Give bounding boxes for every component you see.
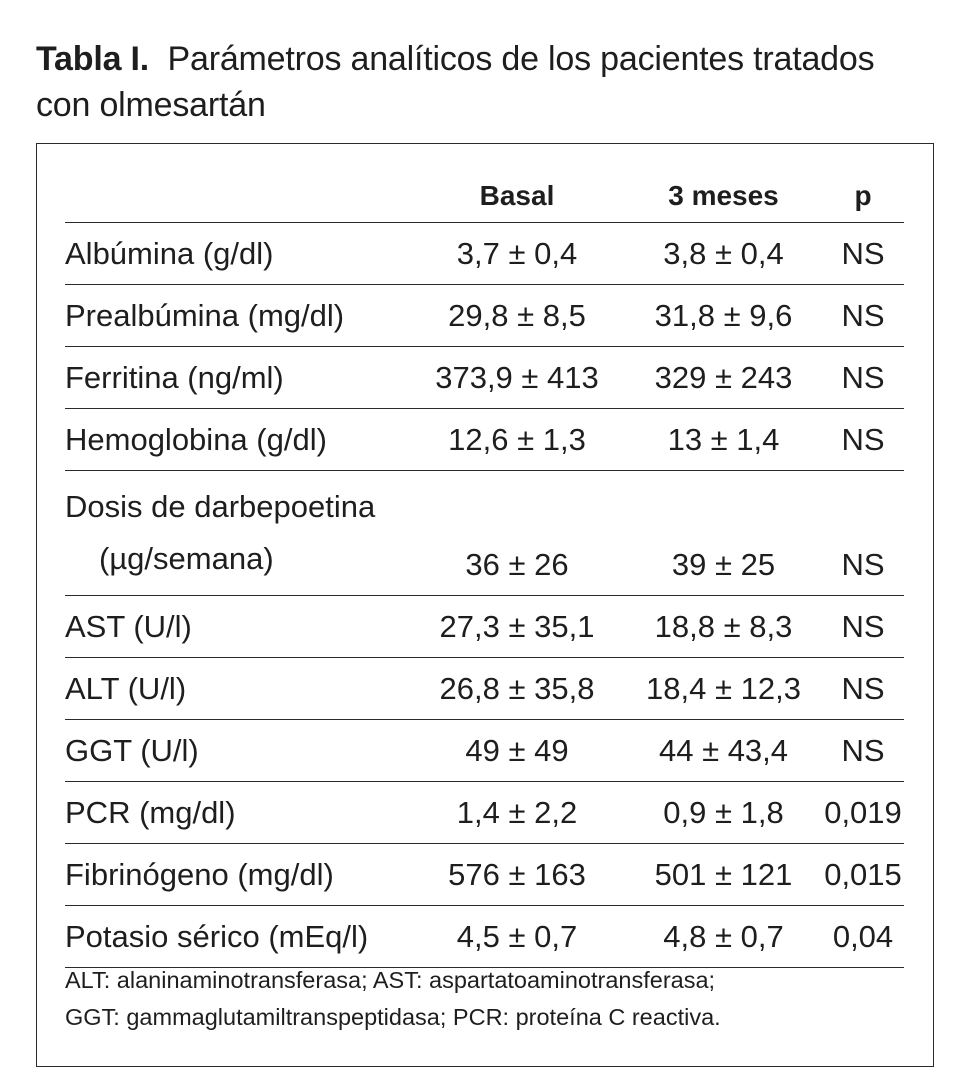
cell-parameter: Hemoglobina (g/dl): [65, 408, 409, 471]
table-title: Tabla I. Parámetros analíticos de los pa…: [36, 36, 936, 128]
parameter-name: Albúmina (g/dl): [65, 235, 274, 271]
cell-3-meses: 4,8 ± 0,7: [625, 905, 822, 968]
footnote-line-1: ALT: alaninaminotransferasa; AST: aspart…: [65, 967, 716, 993]
cell-p-value: NS: [822, 657, 904, 720]
cell-3-meses: 0,9 ± 1,8: [625, 781, 822, 844]
cell-basal: 29,8 ± 8,5: [409, 284, 625, 347]
cell-3-meses: 329 ± 243: [625, 346, 822, 409]
header-row: Basal 3 meses p: [65, 170, 904, 223]
cell-p-value: NS: [822, 719, 904, 782]
table-row: ALT (U/l) 26,8 ± 35,8 18,4 ± 12,3 NS: [65, 657, 904, 720]
cell-basal: 373,9 ± 413: [409, 346, 625, 409]
cell-basal: 4,5 ± 0,7: [409, 905, 625, 968]
cell-3-meses: 3,8 ± 0,4: [625, 222, 822, 285]
table-row: Prealbúmina (mg/dl) 29,8 ± 8,5 31,8 ± 9,6 N…: [65, 284, 904, 347]
table-row: Fibrinógeno (mg/dl) 576 ± 163 501 ± 121 0,0…: [65, 843, 904, 906]
cell-basal: 1,4 ± 2,2: [409, 781, 625, 844]
cell-parameter: Prealbúmina (mg/dl): [65, 284, 409, 347]
table-row: Potasio sérico (mEq/l) 4,5 ± 0,7 4,8 ± 0,7…: [65, 905, 904, 968]
cell-parameter: AST (U/l): [65, 595, 409, 658]
parameter-name: Ferritina (ng/ml): [65, 359, 284, 395]
footnote-line-2: GGT: gammaglutamiltranspeptidasa; PCR: p…: [65, 1004, 721, 1030]
header-p: p: [822, 170, 904, 223]
cell-p-value: 0,019: [822, 781, 904, 844]
parameter-name: Hemoglobina (g/dl): [65, 421, 327, 457]
cell-p-value: NS: [822, 408, 904, 471]
cell-parameter: Potasio sérico (mEq/l): [65, 905, 409, 968]
cell-3-meses: 18,4 ± 12,3: [625, 657, 822, 720]
cell-p-value: 0,04: [822, 905, 904, 968]
header-3-meses: 3 meses: [625, 170, 822, 223]
parameter-name: Prealbúmina (mg/dl): [65, 297, 345, 333]
cell-p-value: 0,015: [822, 843, 904, 906]
cell-parameter: Ferritina (ng/ml): [65, 346, 409, 409]
parameter-name: Fibrinógeno (mg/dl): [65, 856, 334, 892]
cell-3-meses: 44 ± 43,4: [625, 719, 822, 782]
cell-parameter: Fibrinógeno (mg/dl): [65, 843, 409, 906]
table-row: AST (U/l) 27,3 ± 35,1 18,8 ± 8,3 NS: [65, 595, 904, 658]
table-row: Albúmina (g/dl) 3,7 ± 0,4 3,8 ± 0,4 NS: [65, 222, 904, 285]
cell-parameter: GGT (U/l): [65, 719, 409, 782]
cell-parameter: Albúmina (g/dl): [65, 222, 409, 285]
cell-3-meses: 18,8 ± 8,3: [625, 595, 822, 658]
parameter-unit: (µg/semana): [99, 541, 274, 576]
cell-3-meses: 501 ± 121: [625, 843, 822, 906]
cell-basal: 36 ± 26: [409, 470, 625, 596]
parameter-name: Potasio sérico (mEq/l): [65, 918, 369, 954]
header-parameter: [65, 170, 409, 223]
cell-basal: 27,3 ± 35,1: [409, 595, 625, 658]
table-row: PCR (mg/dl) 1,4 ± 2,2 0,9 ± 1,8 0,019: [65, 781, 904, 844]
parameters-table: Basal 3 meses p Albúmina (g/dl) 3,7 ± 0,4…: [65, 170, 904, 968]
cell-p-value: NS: [822, 222, 904, 285]
cell-p-value: NS: [822, 595, 904, 658]
cell-basal: 576 ± 163: [409, 843, 625, 906]
table-title-text: Parámetros analíticos de los pacientes t…: [36, 40, 875, 124]
cell-3-meses: 13 ± 1,4: [625, 408, 822, 471]
table-row: Hemoglobina (g/dl) 12,6 ± 1,3 13 ± 1,4 NS: [65, 408, 904, 471]
cell-p-value: NS: [822, 284, 904, 347]
cell-parameter: PCR (mg/dl): [65, 781, 409, 844]
cell-parameter: ALT (U/l): [65, 657, 409, 720]
parameter-name: Dosis de darbepoetina: [65, 489, 376, 524]
parameter-name: GGT (U/l): [65, 732, 199, 768]
header-basal: Basal: [409, 170, 625, 223]
footnote: ALT: alaninaminotransferasa; AST: aspart…: [65, 962, 915, 1036]
parameter-name: PCR (mg/dl): [65, 794, 236, 830]
cell-basal: 26,8 ± 35,8: [409, 657, 625, 720]
table-row: Dosis de darbepoetina (µg/semana) 36 ± 26 3…: [65, 470, 904, 596]
table-row: GGT (U/l) 49 ± 49 44 ± 43,4 NS: [65, 719, 904, 782]
cell-p-value: NS: [822, 470, 904, 596]
parameter-name: AST (U/l): [65, 608, 192, 644]
cell-3-meses: 31,8 ± 9,6: [625, 284, 822, 347]
parameter-name: ALT (U/l): [65, 670, 187, 706]
cell-p-value: NS: [822, 346, 904, 409]
cell-basal: 12,6 ± 1,3: [409, 408, 625, 471]
table-title-label: Tabla I.: [36, 40, 150, 78]
table-row: Ferritina (ng/ml) 373,9 ± 413 329 ± 243 NS: [65, 346, 904, 409]
cell-parameter: Dosis de darbepoetina (µg/semana): [65, 470, 409, 596]
cell-basal: 3,7 ± 0,4: [409, 222, 625, 285]
cell-basal: 49 ± 49: [409, 719, 625, 782]
table-frame: Basal 3 meses p Albúmina (g/dl) 3,7 ± 0,4…: [36, 143, 934, 1067]
cell-3-meses: 39 ± 25: [625, 470, 822, 596]
